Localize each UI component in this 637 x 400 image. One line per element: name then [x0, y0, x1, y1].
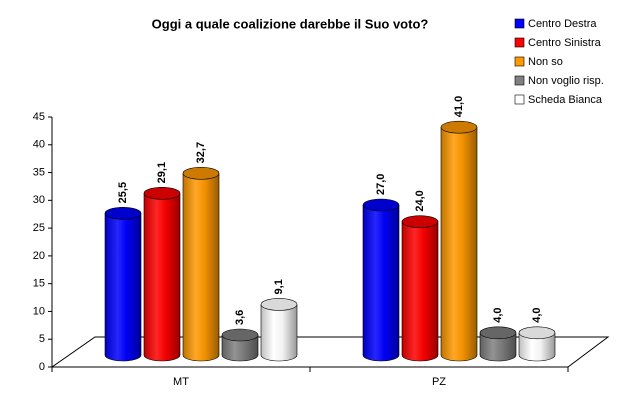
bar — [105, 213, 141, 355]
y-tick-label: 25 — [33, 222, 45, 234]
legend-label: Centro Sinistra — [528, 37, 602, 49]
legend-label: Scheda Bianca — [528, 94, 603, 106]
value-label: 25,5 — [117, 182, 129, 203]
legend-label: Centro Destra — [528, 18, 597, 30]
bar-cap — [479, 326, 517, 340]
y-tick-label: 20 — [33, 250, 45, 262]
value-label: 41,0 — [453, 96, 465, 117]
value-label: 32,7 — [195, 142, 207, 163]
bar-cap — [104, 207, 142, 220]
y-tick-label: 5 — [39, 333, 45, 345]
bar-cap — [440, 120, 478, 134]
bar-outline — [260, 304, 298, 355]
bar — [480, 332, 516, 355]
legend-swatch — [514, 56, 525, 67]
bar-cap — [518, 326, 556, 340]
bar-outline — [440, 127, 478, 355]
value-label: 3,6 — [234, 310, 246, 325]
value-label: 29,1 — [156, 162, 168, 183]
bar-cap — [221, 328, 259, 342]
legend-label: Non voglio risp. — [528, 75, 604, 87]
legend-swatch — [514, 94, 525, 105]
value-label: 24,0 — [414, 190, 426, 211]
bar-cap — [143, 187, 181, 200]
y-tick-label: 10 — [33, 305, 45, 317]
bar-outline — [104, 213, 142, 355]
legend-swatch — [514, 18, 525, 29]
x-tick-label: MT — [173, 376, 189, 388]
bar-outline — [221, 335, 259, 355]
bar-cap — [401, 215, 439, 228]
bar-outline — [401, 221, 439, 355]
x-tick-label: PZ — [432, 376, 446, 388]
y-tick-label: 40 — [33, 139, 45, 151]
y-tick-label: 35 — [33, 166, 45, 178]
bar-outline — [182, 173, 220, 355]
value-label: 4,0 — [531, 307, 543, 322]
bar — [144, 193, 180, 355]
y-tick-label: 45 — [33, 111, 45, 123]
bar-outline — [362, 205, 400, 355]
value-label: 27,0 — [375, 174, 387, 195]
value-label: 4,0 — [492, 307, 504, 322]
legend-label: Non so — [528, 56, 563, 68]
bar-cap — [182, 167, 220, 180]
y-tick-label: 30 — [33, 194, 45, 206]
bar — [363, 205, 399, 355]
legend-swatch — [514, 37, 525, 48]
bar-cap — [362, 198, 400, 212]
y-tick-label: 15 — [33, 278, 45, 290]
y-tick-label: 0 — [39, 361, 45, 373]
bar-cap — [260, 298, 298, 311]
chart-title: Oggi a quale coalizione darebbe il Suo v… — [152, 16, 429, 31]
bar — [441, 127, 477, 355]
bar-outline — [479, 332, 517, 355]
value-label: 9,1 — [273, 279, 285, 294]
bar — [519, 332, 555, 355]
bar-outline — [518, 332, 556, 355]
bar — [402, 221, 438, 355]
bar — [183, 173, 219, 355]
bar-outline — [143, 193, 181, 355]
bar — [261, 304, 297, 355]
legend-swatch — [514, 75, 525, 86]
